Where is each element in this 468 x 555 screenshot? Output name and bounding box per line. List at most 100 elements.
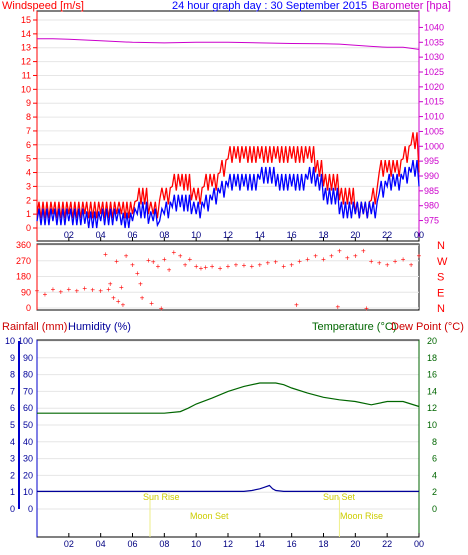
wind-direction-point: + [167,266,172,275]
wind-direction-point: + [273,258,278,267]
rain-tick-label: 4 [10,437,15,447]
wind-direction-point: + [74,287,79,296]
dir-tick-label: 90 [21,287,31,297]
wind-direction-point: + [146,256,151,265]
wind-direction-point: + [364,304,369,313]
baro-tick-label: 1030 [424,52,444,62]
wind-direction-point: + [90,286,95,295]
baro-tick-label: 1000 [424,141,444,151]
wind-tick-label: 4 [26,168,31,178]
sun-set-label: Sun Set [323,492,356,502]
wind-direction-point: + [59,287,64,296]
wind-direction-point: + [289,260,294,269]
windspeed-axis-label: Windspeed [m/s] [2,0,84,12]
wind-direction-point: + [265,259,270,268]
rain-tick-label: 7 [10,386,15,396]
moon-set-label: Moon Set [190,511,229,521]
temp-tick-label: 8 [432,437,437,447]
temp-x-tick-label: 00 [414,539,424,549]
baro-tick-label: 1005 [424,126,444,136]
moon-rise-label: Moon Rise [340,511,383,521]
wind-direction-point: + [119,283,124,292]
wind-direction-point: + [305,255,310,264]
rain-tick-label: 1 [10,487,15,497]
humidity-tick-label: 20 [23,470,33,480]
chart-title: 24 hour graph day : 30 September 2015 [172,0,367,12]
wind-tick-label: 7 [26,126,31,136]
wind-tick-label: 3 [26,181,31,191]
compass-label: N [437,303,445,315]
rainfall-axis-label: Rainfall (mm) [2,321,67,333]
baro-tick-label: 1010 [424,112,444,122]
baro-tick-label: 985 [424,186,439,196]
temp-x-tick-label: 22 [382,539,392,549]
temp-x-tick-label: 06 [127,539,137,549]
wind-direction-point: + [218,264,223,273]
temp-x-tick-label: 12 [223,539,233,549]
wind-x-tick-label: 22 [382,230,392,240]
rain-tick-label: 8 [10,370,15,380]
humidity-tick-label: 60 [23,403,33,413]
wind-x-tick-label: 14 [255,230,265,240]
temp-panel-frame [36,339,420,538]
wind-direction-point: + [417,252,422,261]
wind-x-tick-label: 16 [287,230,297,240]
wind-direction-point: + [114,257,119,266]
wind-direction-point: + [377,259,382,268]
wind-x-tick-label: 06 [127,230,137,240]
temp-x-tick-label: 10 [191,539,201,549]
temp-tick-label: 14 [427,386,437,396]
wind-direction-point: + [409,260,414,269]
wind-direction-point: + [203,263,208,272]
temp-tick-label: 10 [427,420,437,430]
temp-x-tick-label: 08 [159,539,169,549]
wind-x-tick-label: 04 [96,230,106,240]
wind-direction-point: + [183,260,188,269]
wind-direction-point: + [321,255,326,264]
wind-tick-label: 10 [21,84,31,94]
humidity-line [37,484,419,492]
humidity-tick-label: 10 [23,487,33,497]
compass-label: S [437,272,444,284]
wind-direction-point: + [242,261,247,270]
baro-tick-label: 1015 [424,97,444,107]
humidity-tick-label: 40 [23,437,33,447]
wind-direction-point: + [199,264,204,273]
temp-tick-label: 12 [427,403,437,413]
wind-direction-point: + [135,269,140,278]
dir-tick-label: 270 [16,256,31,266]
wind-direction-point: + [66,285,71,294]
wind-direction-point: + [35,287,40,296]
temp-tick-label: 4 [432,470,437,480]
temperature-panel: 0 0 01 10 22 20 43 30 64 40 85 50 106 60 127 70 148 80 169… [5,336,437,549]
wind-direction-point: + [250,262,255,271]
dir-tick-label: 180 [16,272,31,282]
temp-x-tick-label: 02 [64,539,74,549]
baro-tick-label: 990 [424,171,439,181]
baro-tick-label: 1040 [424,22,444,32]
temperature-axis-label: Temperature (°C) [312,321,396,333]
wind-direction-point: + [297,257,302,266]
temp-x-tick-label: 18 [318,539,328,549]
wind-direction-point: + [98,287,103,296]
wind-direction-point: + [210,262,215,271]
sun-rise-label: Sun Rise [143,492,180,502]
wind-tick-label: 2 [26,195,31,205]
wind-direction-point: + [294,301,299,310]
baro-tick-label: 980 [424,201,439,211]
wind-direction-point: + [172,248,177,257]
rain-tick-label: 10 [5,336,15,346]
wind-direction-point: + [194,262,199,271]
wind-direction-point: + [345,253,350,262]
wind-tick-label: 0 [26,223,31,233]
temp-x-tick-label: 14 [255,539,265,549]
wind-tick-label: 13 [21,43,31,53]
wind-direction-point: + [361,246,366,255]
wind-direction-point: + [121,301,126,310]
wind-direction-point: + [369,257,374,266]
wind-panel-frame [36,10,420,242]
wind-direction-point: + [393,257,398,266]
wind-tick-label: 6 [26,140,31,150]
